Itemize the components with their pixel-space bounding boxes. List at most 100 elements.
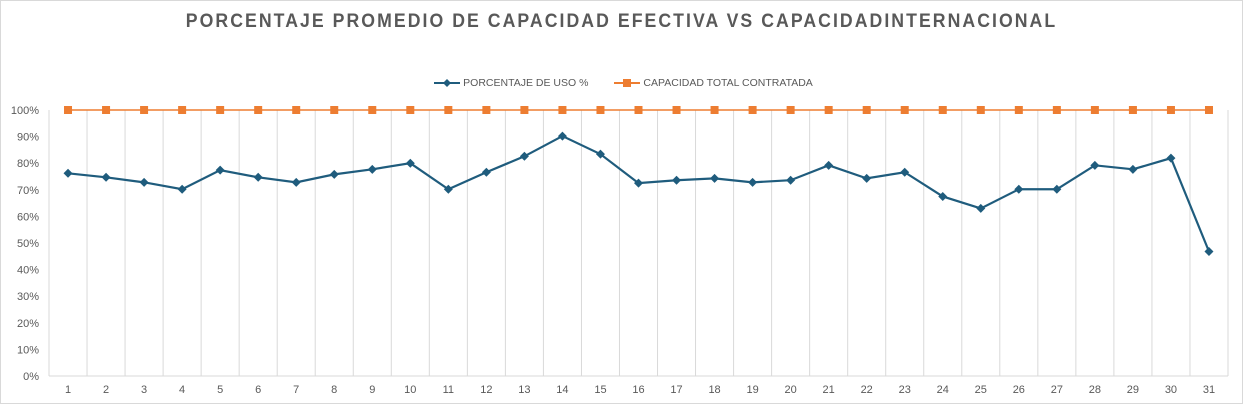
y-tick-label: 30% bbox=[17, 291, 39, 303]
data-point-square bbox=[64, 106, 73, 114]
data-point-diamond bbox=[976, 203, 986, 213]
x-tick-label: 12 bbox=[480, 384, 492, 396]
chart-title: PORCENTAJE PROMEDIO DE CAPACIDAD EFECTIV… bbox=[185, 11, 1058, 32]
data-point-square bbox=[748, 106, 757, 114]
data-point-diamond bbox=[557, 131, 567, 141]
x-tick-label: 3 bbox=[141, 384, 147, 396]
data-point-diamond bbox=[63, 168, 73, 178]
data-point-diamond bbox=[481, 167, 491, 177]
data-point-square bbox=[1090, 106, 1099, 114]
x-tick-label: 13 bbox=[518, 384, 530, 396]
x-tick-label: 16 bbox=[632, 384, 644, 396]
y-tick-label: 10% bbox=[17, 344, 39, 356]
x-tick-label: 20 bbox=[785, 384, 797, 396]
x-tick-label: 19 bbox=[746, 384, 758, 396]
x-tick-label: 6 bbox=[255, 384, 261, 396]
data-point-square bbox=[520, 106, 529, 114]
x-tick-label: 21 bbox=[823, 384, 835, 396]
data-point-square bbox=[1204, 106, 1213, 114]
x-tick-label: 15 bbox=[594, 384, 606, 396]
data-point-square bbox=[786, 106, 795, 114]
x-tick-label: 7 bbox=[293, 384, 299, 396]
x-tick-label: 26 bbox=[1013, 384, 1025, 396]
data-point-diamond bbox=[1128, 164, 1138, 174]
y-tick-label: 60% bbox=[17, 211, 39, 223]
data-point-square bbox=[330, 106, 339, 114]
x-tick-label: 22 bbox=[861, 384, 873, 396]
legend-label: CAPACIDAD TOTAL CONTRATADA bbox=[643, 77, 813, 89]
data-point-square bbox=[900, 106, 909, 114]
data-point-square bbox=[178, 106, 187, 114]
data-point-square bbox=[406, 106, 415, 114]
data-point-diamond bbox=[634, 178, 643, 188]
x-tick-label: 11 bbox=[443, 384, 454, 396]
y-tick-label: 40% bbox=[17, 265, 39, 277]
data-point-square bbox=[292, 106, 301, 114]
x-tick-label: 8 bbox=[331, 384, 337, 396]
y-tick-label: 0% bbox=[23, 371, 39, 383]
data-point-square bbox=[938, 106, 947, 114]
data-point-diamond bbox=[443, 184, 453, 194]
data-point-diamond bbox=[1052, 184, 1062, 194]
data-point-square bbox=[140, 106, 149, 114]
data-point-square bbox=[1166, 106, 1175, 114]
legend-item-uso: PORCENTAJE DE USO % bbox=[434, 77, 588, 89]
data-point-square bbox=[444, 106, 453, 114]
x-tick-label: 24 bbox=[937, 384, 949, 396]
data-point-diamond bbox=[177, 184, 187, 194]
y-tick-label: 100% bbox=[11, 105, 39, 117]
data-point-square bbox=[558, 106, 567, 114]
data-point-diamond bbox=[253, 172, 263, 182]
x-tick-label: 10 bbox=[404, 384, 416, 396]
data-point-diamond bbox=[710, 173, 720, 183]
x-tick-label: 29 bbox=[1127, 384, 1139, 396]
data-point-diamond bbox=[748, 177, 758, 187]
data-point-diamond bbox=[291, 177, 301, 187]
data-point-square bbox=[1014, 106, 1023, 114]
data-point-square bbox=[102, 106, 111, 114]
data-point-square bbox=[976, 106, 985, 114]
data-point-diamond bbox=[367, 164, 377, 174]
y-tick-label: 80% bbox=[17, 158, 39, 170]
data-point-square bbox=[710, 106, 719, 114]
data-point-diamond bbox=[519, 151, 529, 161]
x-tick-label: 30 bbox=[1165, 384, 1177, 396]
x-tick-label: 9 bbox=[369, 384, 375, 396]
data-point-square bbox=[672, 106, 681, 114]
data-point-square bbox=[862, 106, 871, 114]
data-point-square bbox=[254, 106, 263, 114]
data-point-diamond bbox=[938, 191, 948, 201]
x-tick-label: 2 bbox=[103, 384, 109, 396]
data-point-diamond bbox=[101, 172, 111, 182]
y-tick-label: 70% bbox=[17, 185, 39, 197]
data-point-diamond bbox=[786, 175, 796, 185]
data-point-square bbox=[482, 106, 491, 114]
data-point-square bbox=[216, 106, 225, 114]
x-tick-label: 17 bbox=[670, 384, 682, 396]
data-point-square bbox=[824, 106, 833, 114]
data-point-diamond bbox=[1090, 160, 1100, 170]
data-point-diamond bbox=[1014, 184, 1024, 194]
data-point-square bbox=[634, 106, 643, 114]
data-point-diamond bbox=[139, 177, 149, 187]
legend: PORCENTAJE DE USO % CAPACIDAD TOTAL CONT… bbox=[3, 77, 1242, 89]
data-point-diamond bbox=[862, 173, 872, 183]
y-tick-label: 20% bbox=[17, 318, 39, 330]
x-tick-label: 14 bbox=[556, 384, 568, 396]
legend-item-capacidad: CAPACIDAD TOTAL CONTRATADA bbox=[614, 77, 813, 89]
data-point-diamond bbox=[405, 158, 415, 168]
x-tick-label: 5 bbox=[217, 384, 223, 396]
data-point-square bbox=[1128, 106, 1137, 114]
x-tick-label: 27 bbox=[1051, 384, 1063, 396]
data-point-diamond bbox=[1166, 153, 1176, 163]
data-point-diamond bbox=[329, 169, 339, 179]
x-tick-label: 1 bbox=[65, 384, 71, 396]
x-tick-label: 18 bbox=[708, 384, 720, 396]
x-tick-label: 25 bbox=[975, 384, 987, 396]
data-point-diamond bbox=[1204, 247, 1214, 257]
y-tick-label: 50% bbox=[17, 238, 39, 250]
data-point-diamond bbox=[824, 160, 834, 170]
x-tick-label: 23 bbox=[899, 384, 911, 396]
